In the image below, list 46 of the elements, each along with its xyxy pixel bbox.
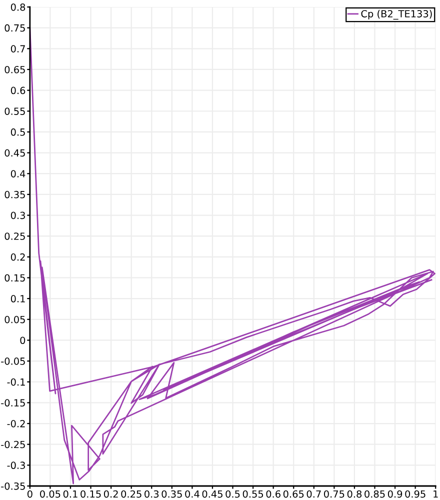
x-tick-label: 0.8 — [347, 490, 362, 498]
x-tick-label: 0.35 — [162, 490, 182, 498]
y-tick-label: -0.05 — [1, 358, 25, 365]
y-tick-label: 0.7 — [10, 45, 25, 52]
x-tick-label: 0.5 — [226, 490, 240, 498]
y-tick-label: 0 — [20, 336, 26, 344]
x-tick-label: 0 — [27, 490, 32, 498]
x-tick-label: 0.15 — [80, 490, 101, 498]
y-tick-label: 0.4 — [10, 170, 26, 178]
y-tick-label: 0.45 — [4, 149, 25, 157]
y-tick-label: 0.2 — [10, 253, 25, 261]
y-tick-label: -0.35 — [1, 482, 25, 490]
x-tick-label: 0.2 — [104, 490, 118, 498]
y-tick-label: 0.6 — [10, 86, 26, 94]
y-tick-label: 0.35 — [4, 190, 25, 198]
y-tick-label: 0.55 — [4, 108, 25, 115]
y-tick-label: 0.65 — [4, 66, 25, 74]
y-tick-label: 0.25 — [4, 232, 25, 240]
x-tick-label: 0.05 — [40, 490, 60, 498]
x-tick-label: 0.4 — [185, 490, 200, 498]
legend-label: Cp (B2_TE133) — [361, 10, 432, 20]
x-tick-label: 0.9 — [388, 490, 402, 498]
x-tick-label: 0.55 — [242, 490, 264, 498]
y-tick-label: -0.3 — [7, 462, 25, 470]
y-tick-label: 0.5 — [10, 128, 25, 136]
x-tick-label: 0.1 — [63, 490, 78, 498]
x-tick-label: 0.85 — [364, 490, 385, 498]
x-tick-label: 0.3 — [144, 490, 159, 498]
x-tick-label: 0.65 — [283, 490, 304, 498]
y-tick-label: -0.2 — [7, 420, 25, 428]
x-tick-label: 0.75 — [324, 490, 344, 498]
x-tick-label: 0.45 — [202, 490, 222, 498]
y-tick-label: 0.8 — [10, 3, 26, 11]
x-tick-label: 0.7 — [306, 490, 321, 498]
y-tick-label: 0.05 — [4, 316, 25, 324]
x-tick-label: 0.6 — [266, 490, 280, 498]
x-tick-label: 0.95 — [405, 490, 426, 498]
y-tick-label: 0.1 — [10, 295, 25, 302]
y-tick-label: 0.75 — [4, 24, 25, 32]
y-tick-label: -0.1 — [7, 378, 25, 386]
y-tick-label: 0.3 — [10, 212, 25, 220]
y-tick-label: -0.15 — [1, 399, 25, 407]
y-tick-label: 0.15 — [4, 274, 25, 282]
y-tick-label: -0.25 — [1, 440, 25, 448]
x-tick-label: 1 — [434, 490, 438, 498]
x-tick-label: 0.25 — [121, 490, 142, 498]
